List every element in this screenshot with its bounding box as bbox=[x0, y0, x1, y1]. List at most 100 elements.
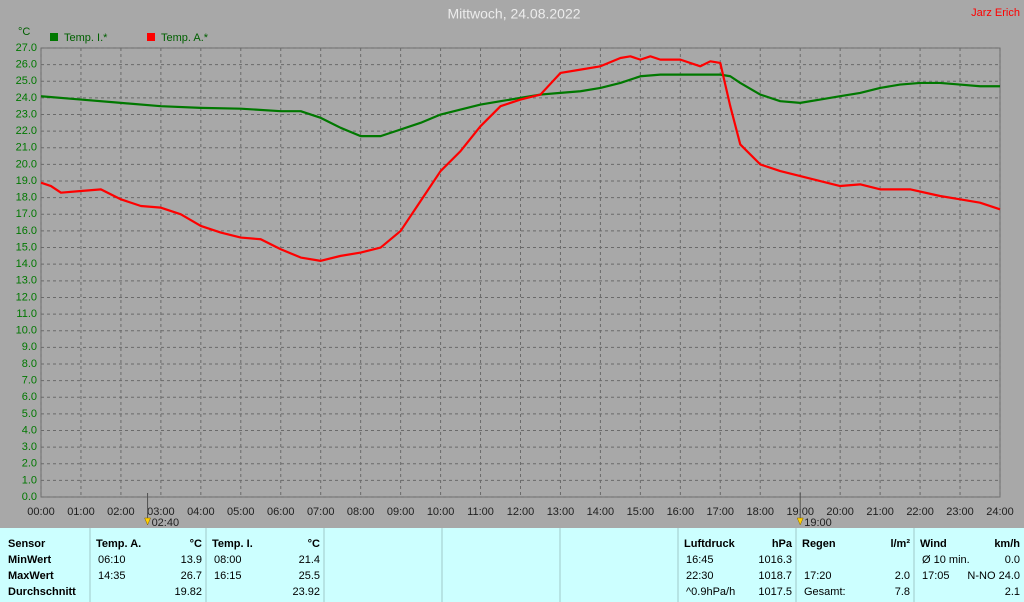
cell-time: Ø 10 min. bbox=[922, 554, 970, 566]
cell-value: 13.9 bbox=[181, 554, 202, 566]
y-tick-label: 1.0 bbox=[22, 474, 37, 486]
y-tick-label: 7.0 bbox=[22, 374, 37, 386]
x-tick-label: 14:00 bbox=[587, 506, 615, 518]
x-tick-label: 02:00 bbox=[107, 506, 135, 518]
x-tick-label: 21:00 bbox=[866, 506, 894, 518]
chart-title: Mittwoch, 24.08.2022 bbox=[447, 6, 580, 22]
x-tick-label: 01:00 bbox=[67, 506, 95, 518]
x-tick-label: 23:00 bbox=[946, 506, 974, 518]
cell-value: N-NO 24.0 bbox=[967, 570, 1020, 582]
group-header: Temp. I. bbox=[212, 538, 253, 550]
marker-icon bbox=[796, 517, 804, 526]
x-tick-label: 12:00 bbox=[507, 506, 535, 518]
cell-time: 06:10 bbox=[98, 554, 126, 566]
y-tick-label: 5.0 bbox=[22, 408, 37, 420]
marker-label: 02:40 bbox=[152, 517, 180, 529]
y-tick-label: 4.0 bbox=[22, 424, 37, 436]
y-tick-label: 24.0 bbox=[16, 92, 37, 104]
y-tick-label: 9.0 bbox=[22, 341, 37, 353]
cell-value: 1017.5 bbox=[758, 586, 792, 598]
x-tick-label: 15:00 bbox=[627, 506, 655, 518]
group-unit: °C bbox=[308, 538, 320, 550]
y-tick-label: 11.0 bbox=[16, 308, 37, 320]
cell-value: 26.7 bbox=[181, 570, 202, 582]
cell-time: 16:45 bbox=[686, 554, 714, 566]
cell-value: 1016.3 bbox=[758, 554, 792, 566]
x-tick-label: 06:00 bbox=[267, 506, 295, 518]
marker-icon bbox=[144, 517, 151, 526]
y-tick-label: 21.0 bbox=[16, 142, 37, 154]
x-tick-label: 00:00 bbox=[27, 506, 55, 518]
row-label: Sensor bbox=[8, 538, 46, 550]
y-tick-label: 17.0 bbox=[16, 208, 37, 220]
x-tick-label: 16:00 bbox=[667, 506, 695, 518]
y-axis-label: °C bbox=[18, 26, 30, 38]
y-tick-label: 16.0 bbox=[16, 225, 37, 237]
legend-label: Temp. I.* bbox=[64, 32, 108, 44]
x-tick-label: 22:00 bbox=[906, 506, 934, 518]
group-unit: km/h bbox=[994, 538, 1020, 550]
y-tick-label: 14.0 bbox=[16, 258, 37, 270]
legend-swatch bbox=[50, 33, 58, 41]
row-label: MinWert bbox=[8, 554, 52, 566]
x-tick-label: 18:00 bbox=[746, 506, 774, 518]
x-tick-label: 07:00 bbox=[307, 506, 335, 518]
cell-time: ^0.9hPa/h bbox=[686, 586, 735, 598]
cell-time: 17:20 bbox=[804, 570, 832, 582]
x-tick-label: 10:00 bbox=[427, 506, 455, 518]
table-background bbox=[0, 528, 1024, 602]
y-tick-label: 8.0 bbox=[22, 358, 37, 370]
cell-value: 25.5 bbox=[299, 570, 320, 582]
group-unit: °C bbox=[190, 538, 202, 550]
group-unit: l/m² bbox=[890, 538, 910, 550]
cell-value: 2.0 bbox=[895, 570, 910, 582]
cell-time: 22:30 bbox=[686, 570, 714, 582]
author: Jarz Erich bbox=[971, 7, 1020, 19]
cell-time: 17:05 bbox=[922, 570, 950, 582]
group-header: Luftdruck bbox=[684, 538, 736, 550]
series-line bbox=[40, 55, 1001, 262]
y-tick-label: 22.0 bbox=[16, 125, 37, 137]
x-tick-label: 09:00 bbox=[387, 506, 415, 518]
cell-time: 14:35 bbox=[98, 570, 126, 582]
legend-swatch bbox=[147, 33, 155, 41]
x-tick-label: 20:00 bbox=[826, 506, 854, 518]
cell-value: 1018.7 bbox=[758, 570, 792, 582]
cell-time: 08:00 bbox=[214, 554, 242, 566]
row-label: Durchschnitt bbox=[8, 586, 76, 598]
cell-value: 21.4 bbox=[299, 554, 320, 566]
y-tick-label: 25.0 bbox=[16, 75, 37, 87]
group-header: Wind bbox=[920, 538, 947, 550]
cell-value: 2.1 bbox=[1005, 586, 1020, 598]
y-tick-label: 19.0 bbox=[16, 175, 37, 187]
y-tick-label: 23.0 bbox=[16, 108, 37, 120]
group-unit: hPa bbox=[772, 538, 793, 550]
x-tick-label: 08:00 bbox=[347, 506, 375, 518]
y-tick-label: 18.0 bbox=[16, 192, 37, 204]
y-tick-label: 26.0 bbox=[16, 59, 37, 71]
group-header: Regen bbox=[802, 538, 836, 550]
y-tick-label: 20.0 bbox=[16, 158, 37, 170]
x-tick-label: 03:00 bbox=[147, 506, 175, 518]
series-line bbox=[40, 73, 1000, 138]
y-tick-label: 12.0 bbox=[16, 291, 37, 303]
y-tick-label: 13.0 bbox=[16, 275, 37, 287]
x-tick-label: 24:00 bbox=[986, 506, 1014, 518]
y-tick-label: 27.0 bbox=[16, 42, 37, 54]
y-tick-label: 3.0 bbox=[22, 441, 37, 453]
cell-value: 0.0 bbox=[1005, 554, 1020, 566]
legend-label: Temp. A.* bbox=[161, 32, 209, 44]
x-tick-label: 17:00 bbox=[707, 506, 735, 518]
cell-value: 7.8 bbox=[895, 586, 910, 598]
y-tick-label: 10.0 bbox=[16, 325, 37, 337]
row-label: MaxWert bbox=[8, 570, 54, 582]
cell-time: Gesamt: bbox=[804, 586, 846, 598]
x-tick-label: 04:00 bbox=[187, 506, 215, 518]
group-header: Temp. A. bbox=[96, 538, 141, 550]
x-tick-label: 11:00 bbox=[467, 506, 494, 518]
y-tick-label: 2.0 bbox=[22, 458, 37, 470]
cell-value: 19.82 bbox=[174, 586, 202, 598]
y-tick-label: 0.0 bbox=[22, 491, 37, 503]
